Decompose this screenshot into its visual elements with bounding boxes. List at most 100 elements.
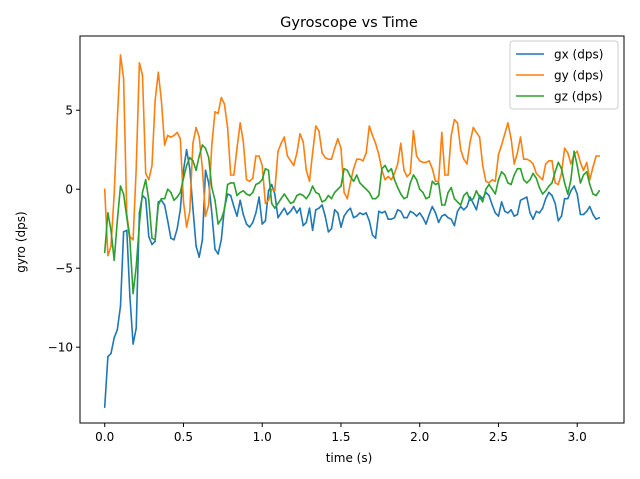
data-point (529, 212, 531, 214)
data-point (211, 144, 213, 146)
data-point (261, 223, 264, 225)
data-point (321, 152, 323, 154)
data-point (330, 197, 333, 200)
data-point (472, 126, 475, 129)
data-point (349, 207, 352, 209)
data-point (393, 172, 396, 175)
data-point (548, 160, 550, 162)
data-point (346, 169, 349, 172)
data-point (456, 122, 459, 124)
data-point (355, 158, 358, 160)
data-point (214, 199, 216, 202)
data-point (173, 199, 175, 202)
data-point (378, 194, 380, 197)
data-point (409, 210, 412, 213)
data-point (444, 174, 446, 176)
data-point (519, 167, 522, 170)
data-point (113, 193, 115, 195)
data-point (277, 150, 279, 153)
data-point (365, 188, 368, 190)
data-point (305, 197, 308, 200)
data-point (466, 191, 468, 194)
data-point (352, 216, 355, 219)
data-point (270, 183, 273, 186)
x-tick-label: 1.5 (331, 430, 350, 444)
data-point (296, 152, 298, 154)
data-point (255, 155, 257, 157)
data-point (286, 155, 289, 157)
data-point (154, 240, 156, 243)
data-point (570, 190, 572, 192)
data-point (189, 167, 191, 170)
data-point (182, 169, 185, 172)
data-point (255, 183, 257, 186)
data-point (346, 210, 349, 213)
data-point (592, 193, 594, 195)
data-point (563, 182, 566, 184)
data-point (283, 193, 286, 195)
data-point (236, 215, 238, 217)
data-point (504, 174, 506, 176)
data-point (415, 215, 418, 217)
data-point (258, 155, 260, 157)
data-point (214, 248, 216, 250)
data-point (308, 180, 311, 183)
data-point (170, 191, 172, 194)
data-point (327, 231, 330, 233)
data-point (182, 177, 185, 179)
data-point (516, 167, 519, 170)
data-point (393, 178, 396, 181)
data-point (538, 186, 541, 189)
data-point (349, 175, 352, 178)
data-point (163, 144, 166, 146)
data-point (286, 213, 289, 216)
data-point (450, 186, 453, 189)
data-point (248, 180, 251, 183)
data-point (526, 182, 528, 184)
data-point (585, 161, 588, 164)
data-point (412, 174, 415, 176)
data-point (368, 220, 371, 222)
data-point (554, 182, 556, 184)
data-point (119, 185, 122, 187)
data-point (305, 169, 308, 172)
data-point (324, 156, 327, 159)
data-point (207, 204, 210, 206)
data-point (507, 182, 509, 184)
data-point (126, 216, 128, 219)
data-point (459, 205, 462, 208)
data-point (239, 191, 241, 194)
data-point (579, 182, 582, 184)
data-point (229, 182, 232, 184)
data-point (324, 199, 327, 202)
data-point (381, 167, 383, 170)
data-point (315, 209, 317, 211)
series-line (103, 54, 600, 257)
data-point (598, 190, 601, 192)
data-point (592, 213, 594, 216)
data-point (160, 100, 163, 102)
data-point (538, 175, 541, 178)
data-point (311, 185, 314, 187)
data-point (349, 182, 352, 184)
data-point (170, 237, 172, 239)
data-point (135, 327, 137, 330)
data-point (378, 210, 380, 213)
data-point (573, 150, 575, 153)
data-point (589, 183, 591, 186)
data-point (365, 212, 368, 214)
data-point (352, 167, 355, 170)
data-point (236, 147, 238, 149)
data-point (157, 71, 160, 74)
data-point (289, 210, 292, 213)
data-point (270, 188, 273, 190)
data-point (220, 96, 223, 99)
y-axis: −10 −5 0 5 (48, 104, 80, 355)
data-point (239, 122, 241, 124)
data-point (315, 191, 317, 194)
data-point (318, 130, 320, 132)
data-point (198, 136, 200, 138)
data-point (135, 265, 137, 268)
data-point (110, 245, 112, 247)
data-point (321, 204, 323, 206)
